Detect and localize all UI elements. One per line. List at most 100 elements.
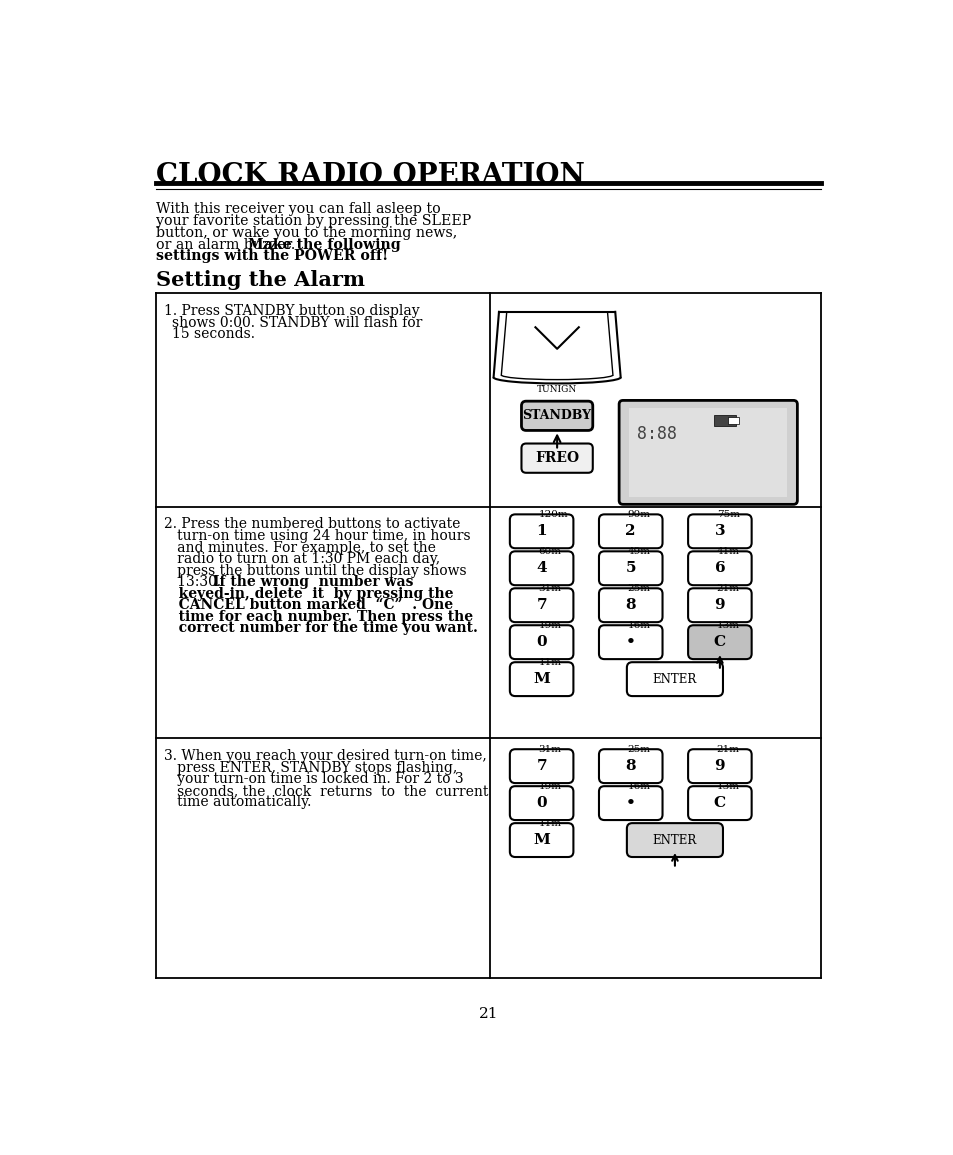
FancyBboxPatch shape — [509, 787, 573, 820]
Text: 11m: 11m — [537, 819, 561, 828]
Text: C: C — [713, 635, 725, 649]
Text: 41m: 41m — [716, 547, 739, 556]
FancyBboxPatch shape — [687, 588, 751, 623]
Text: ENTER: ENTER — [652, 834, 697, 847]
Text: correct number for the time you want.: correct number for the time you want. — [164, 621, 477, 635]
Text: ENTER: ENTER — [652, 672, 697, 686]
Text: TUNIGN: TUNIGN — [537, 385, 577, 394]
Bar — [714, 415, 736, 426]
FancyBboxPatch shape — [509, 750, 573, 783]
Text: 90m: 90m — [627, 511, 650, 519]
FancyBboxPatch shape — [598, 514, 661, 549]
Text: press the buttons until the display shows: press the buttons until the display show… — [164, 564, 466, 578]
Text: M: M — [533, 672, 550, 686]
Text: With this receiver you can fall asleep to: With this receiver you can fall asleep t… — [156, 202, 440, 216]
Text: 15 seconds.: 15 seconds. — [172, 327, 254, 341]
Text: 25m: 25m — [627, 584, 650, 593]
Text: Setting the Alarm: Setting the Alarm — [156, 269, 365, 290]
Text: turn-on time using 24 hour time, in hours: turn-on time using 24 hour time, in hour… — [164, 529, 471, 543]
Text: 21: 21 — [478, 1007, 498, 1021]
Text: time automatically.: time automatically. — [164, 796, 312, 810]
FancyBboxPatch shape — [598, 625, 661, 660]
FancyBboxPatch shape — [521, 401, 592, 431]
Text: 31m: 31m — [537, 745, 561, 754]
Text: STANDBY: STANDBY — [522, 409, 591, 423]
Text: your turn-on time is locked in. For 2 to 3: your turn-on time is locked in. For 2 to… — [164, 773, 463, 787]
Text: 75m: 75m — [716, 511, 739, 519]
Text: 1: 1 — [536, 524, 546, 538]
Text: 8: 8 — [625, 598, 636, 612]
Text: 21m: 21m — [716, 745, 739, 754]
Text: 7: 7 — [536, 759, 546, 773]
Text: keyed-in, delete  it  by pressing the: keyed-in, delete it by pressing the — [164, 587, 454, 601]
Text: radio to turn on at 1:30 PM each day,: radio to turn on at 1:30 PM each day, — [164, 552, 440, 566]
Text: 3: 3 — [714, 524, 724, 538]
FancyBboxPatch shape — [509, 662, 573, 696]
FancyBboxPatch shape — [598, 750, 661, 783]
Text: time for each number. Then press the: time for each number. Then press the — [164, 610, 473, 624]
Text: 0: 0 — [536, 635, 546, 649]
Text: 16m: 16m — [627, 621, 650, 629]
FancyBboxPatch shape — [687, 625, 751, 660]
FancyBboxPatch shape — [626, 662, 722, 696]
Text: 2. Press the numbered buttons to activate: 2. Press the numbered buttons to activat… — [164, 517, 460, 531]
Text: button, or wake you to the morning news,: button, or wake you to the morning news, — [156, 225, 457, 239]
Text: 1. Press STANDBY button so display: 1. Press STANDBY button so display — [164, 304, 419, 318]
Text: 19m: 19m — [537, 621, 561, 629]
FancyBboxPatch shape — [521, 444, 592, 472]
Text: 6: 6 — [714, 561, 724, 575]
FancyBboxPatch shape — [598, 551, 661, 586]
Text: 13:30.: 13:30. — [164, 575, 221, 589]
FancyBboxPatch shape — [509, 514, 573, 549]
Text: 21m: 21m — [716, 584, 739, 593]
Text: CLOCK RADIO OPERATION: CLOCK RADIO OPERATION — [156, 162, 585, 188]
Text: shows 0:00. STANDBY will flash for: shows 0:00. STANDBY will flash for — [172, 315, 422, 329]
Text: 31m: 31m — [537, 584, 561, 593]
Text: 3. When you reach your desired turn-on time,: 3. When you reach your desired turn-on t… — [164, 750, 486, 763]
FancyBboxPatch shape — [509, 824, 573, 857]
Text: 8: 8 — [625, 759, 636, 773]
Text: and minutes. For example, to set the: and minutes. For example, to set the — [164, 541, 436, 554]
Text: 9: 9 — [714, 598, 724, 612]
Text: settings with the POWER off!: settings with the POWER off! — [156, 249, 388, 263]
Text: If the wrong  number was: If the wrong number was — [208, 575, 414, 589]
Text: C: C — [713, 796, 725, 810]
Text: 19m: 19m — [537, 782, 561, 791]
Text: 11m: 11m — [537, 658, 561, 666]
Text: press ENTER, STANDBY stops flashing,: press ENTER, STANDBY stops flashing, — [164, 761, 457, 775]
Text: Make the following: Make the following — [248, 238, 400, 252]
Text: seconds, the  clock  returns  to  the  current: seconds, the clock returns to the curren… — [164, 784, 488, 798]
Text: •: • — [625, 635, 635, 649]
Text: 9: 9 — [714, 759, 724, 773]
FancyBboxPatch shape — [687, 750, 751, 783]
Text: 60m: 60m — [537, 547, 561, 556]
FancyBboxPatch shape — [509, 588, 573, 623]
FancyBboxPatch shape — [687, 787, 751, 820]
Text: 7: 7 — [536, 598, 546, 612]
Text: 13m: 13m — [716, 621, 739, 629]
Text: •: • — [625, 796, 635, 810]
FancyBboxPatch shape — [687, 551, 751, 586]
Text: or an alarm buzzer.: or an alarm buzzer. — [156, 238, 300, 252]
Text: 4: 4 — [536, 561, 546, 575]
FancyBboxPatch shape — [687, 514, 751, 549]
Text: 49m: 49m — [627, 547, 650, 556]
Text: CANCEL button marked  “C”  . One: CANCEL button marked “C” . One — [164, 598, 453, 612]
Text: your favorite station by pressing the SLEEP: your favorite station by pressing the SL… — [156, 214, 471, 228]
Text: 2: 2 — [625, 524, 636, 538]
FancyBboxPatch shape — [626, 824, 722, 857]
FancyBboxPatch shape — [509, 625, 573, 660]
Text: 25m: 25m — [627, 745, 650, 754]
Text: 120m: 120m — [537, 511, 568, 519]
Text: M: M — [533, 833, 550, 847]
FancyBboxPatch shape — [598, 787, 661, 820]
FancyBboxPatch shape — [618, 401, 797, 505]
Text: 5: 5 — [625, 561, 636, 575]
Text: 0: 0 — [536, 796, 546, 810]
Bar — [728, 417, 739, 424]
FancyBboxPatch shape — [509, 551, 573, 586]
FancyBboxPatch shape — [598, 588, 661, 623]
Bar — [629, 408, 786, 497]
Text: 8:88: 8:88 — [637, 425, 677, 442]
Text: 13m: 13m — [716, 782, 739, 791]
